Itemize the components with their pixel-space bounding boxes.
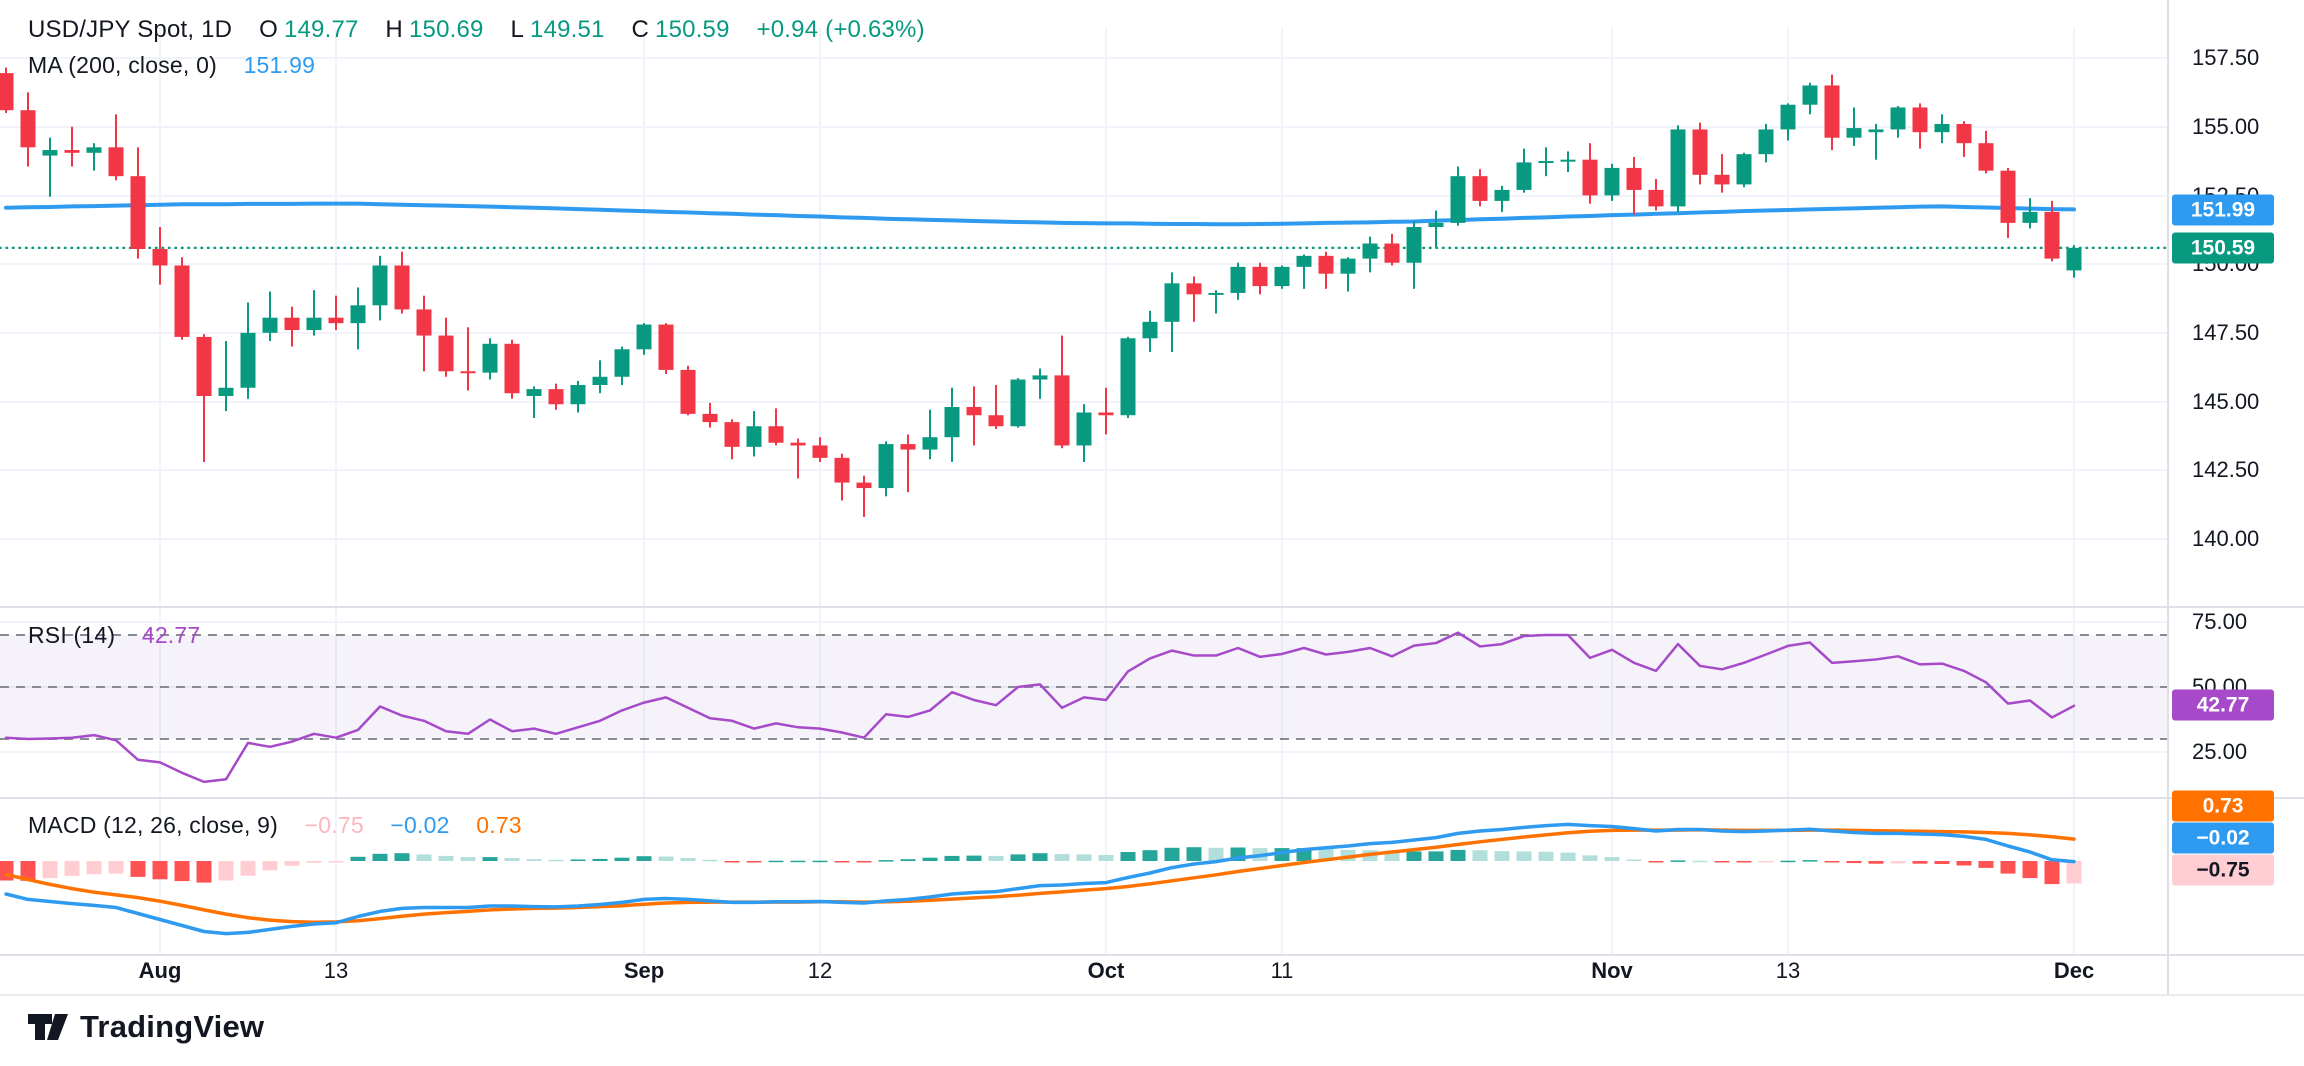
macd-legend-title[interactable]: MACD (12, 26, close, 9) (28, 812, 279, 838)
candlestick-series (0, 73, 2082, 489)
macd-line-value: −0.02 (390, 812, 450, 838)
price-axis-label: 145.00 (2192, 389, 2260, 414)
time-axis-label: 13 (323, 958, 349, 983)
macd-histogram (0, 847, 2082, 885)
brand-name: TradingView (80, 1009, 265, 1044)
time-axis-label: 13 (1775, 958, 1801, 983)
time-axis-label: Sep (623, 958, 665, 983)
time-axis-label: Dec (2053, 958, 2095, 983)
rsi-value-badge: 42.77 (2172, 689, 2274, 721)
symbol-title[interactable]: USD/JPY Spot, 1D (28, 16, 233, 43)
ma-legend: MA (200, close, 0) 151.99 (28, 52, 321, 79)
rsi-legend: RSI (14) 42.77 (28, 622, 206, 649)
macd-hist-value: −0.75 (304, 812, 364, 838)
symbol-legend: USD/JPY Spot, 1D O 149.77 H 150.69 L 149.51… (28, 16, 931, 44)
price-axis-label: 142.50 (2192, 457, 2260, 482)
rsi-legend-value: 42.77 (141, 622, 201, 648)
price-axis-label: 25.00 (2192, 739, 2248, 764)
close-value: 150.59 (655, 16, 730, 43)
time-axis-label: Oct (1087, 958, 1125, 983)
time-axis-label: 12 (807, 958, 833, 983)
price-axis-label: 155.00 (2192, 114, 2260, 139)
low-value: 149.51 (530, 16, 605, 43)
macd-legend: MACD (12, 26, close, 9) −0.75 −0.02 0.73 (28, 812, 528, 839)
price-axis-label: 157.50 (2192, 45, 2260, 70)
high-value: 150.69 (408, 16, 484, 43)
price-axis-label: 140.00 (2192, 526, 2260, 551)
macd-hist-badge: −0.75 (2172, 854, 2274, 886)
macd-signal-value: 0.73 (476, 812, 522, 838)
price-axis-label: 75.00 (2192, 609, 2248, 634)
macd-value-badge: −0.02 (2172, 822, 2274, 854)
ma-legend-title[interactable]: MA (200, close, 0) (28, 52, 217, 78)
time-axis-label: 11 (1270, 958, 1294, 983)
tradingview-logo-icon (28, 1014, 68, 1040)
ma-value-badge: 151.99 (2172, 194, 2274, 226)
open-value: 149.77 (283, 16, 359, 43)
low-label: L (510, 16, 525, 43)
price-axis-label: 147.50 (2192, 320, 2260, 345)
open-label: O (259, 16, 278, 43)
last-price-badge: 150.59 (2172, 232, 2274, 264)
macd-signal-badge: 0.73 (2172, 790, 2274, 822)
ma-legend-value: 151.99 (243, 52, 316, 78)
time-axis-label: Aug (138, 958, 182, 983)
close-label: C (631, 16, 650, 43)
high-label: H (385, 16, 403, 43)
change-value: +0.94 (+0.63%) (756, 16, 925, 43)
rsi-legend-title[interactable]: RSI (14) (28, 622, 116, 648)
tradingview-logo[interactable]: TradingView (26, 1008, 264, 1046)
time-axis-label: Nov (1591, 958, 1633, 983)
